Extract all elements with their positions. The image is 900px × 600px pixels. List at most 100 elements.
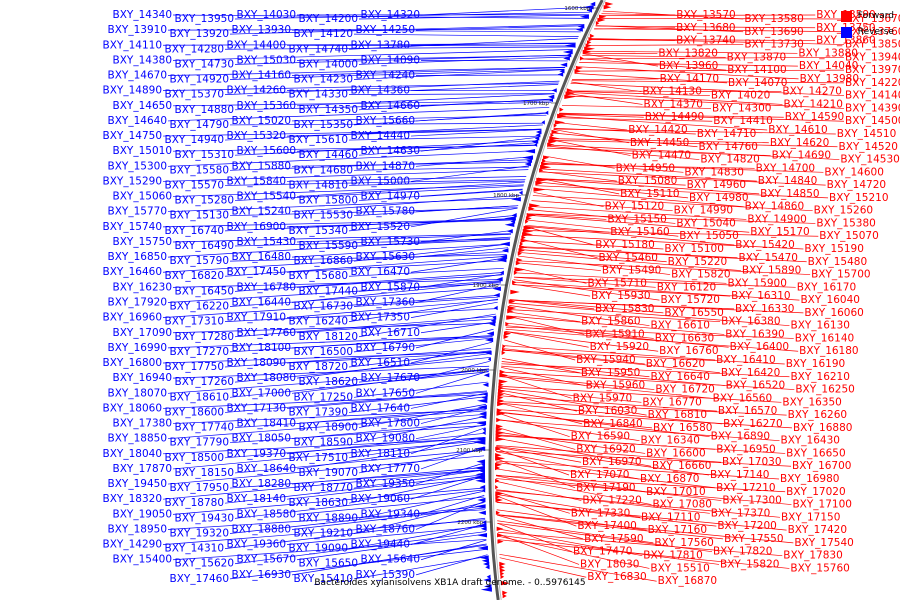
reverse-gene-label[interactable]: BXY_14260 [227, 85, 286, 97]
reverse-gene-label[interactable]: BXY_14240 [356, 70, 415, 82]
forward-gene-label[interactable]: BXY_17070 [570, 469, 629, 481]
reverse-gene-label[interactable]: BXY_15400 [113, 554, 172, 566]
forward-gene-label[interactable]: BXY_14520 [838, 141, 897, 153]
forward-gene-label[interactable]: BXY_14720 [827, 179, 886, 191]
forward-gene-label[interactable]: BXY_14490 [645, 111, 704, 123]
reverse-gene-label[interactable]: BXY_14640 [108, 115, 167, 127]
forward-gene-label[interactable]: BXY_14950 [616, 162, 675, 174]
reverse-gene-label[interactable]: BXY_18600 [165, 406, 224, 418]
forward-gene-label[interactable]: BXY_17210 [716, 482, 775, 494]
forward-gene-label[interactable]: BXY_15120 [605, 201, 664, 213]
forward-gene-label[interactable]: BXY_14610 [768, 124, 827, 136]
forward-gene-label[interactable]: BXY_14530 [840, 154, 899, 166]
forward-gene-label[interactable]: BXY_15160 [610, 226, 669, 238]
reverse-gene-label[interactable]: BXY_15660 [356, 115, 415, 127]
forward-gene-label[interactable]: BXY_14070 [728, 77, 787, 89]
forward-gene-label[interactable]: BXY_15100 [664, 243, 723, 255]
forward-gene-label[interactable]: BXY_13670 [845, 13, 900, 25]
forward-gene-label[interactable]: BXY_15700 [811, 269, 870, 281]
forward-gene-label[interactable]: BXY_14710 [697, 128, 756, 140]
reverse-gene-label[interactable]: BXY_17310 [165, 316, 224, 328]
reverse-gene-label[interactable]: BXY_15610 [289, 134, 348, 146]
forward-gene-label[interactable]: BXY_15970 [573, 392, 632, 404]
forward-gene-label[interactable]: BXY_15860 [581, 316, 640, 328]
reverse-gene-label[interactable]: BXY_14660 [361, 100, 420, 112]
forward-gene-label[interactable]: BXY_14410 [713, 115, 772, 127]
reverse-gene-label[interactable]: BXY_15340 [289, 225, 348, 237]
reverse-gene-label[interactable]: BXY_15310 [175, 149, 234, 161]
forward-gene-label[interactable]: BXY_13860 [816, 35, 875, 47]
reverse-gene-label[interactable]: BXY_18760 [356, 523, 415, 535]
forward-gene-label[interactable]: BXY_17830 [783, 550, 842, 562]
reverse-gene-label[interactable]: BXY_18900 [299, 422, 358, 434]
reverse-gene-label[interactable]: BXY_14650 [113, 100, 172, 112]
forward-gene-label[interactable]: BXY_16400 [730, 341, 789, 353]
reverse-gene-label[interactable]: BXY_15630 [356, 251, 415, 263]
reverse-gene-label[interactable]: BXY_17440 [299, 285, 358, 297]
forward-gene-label[interactable]: BXY_16380 [721, 316, 780, 328]
reverse-gene-label[interactable]: BXY_14290 [103, 539, 162, 551]
forward-gene-label[interactable]: BXY_17010 [646, 486, 705, 498]
reverse-gene-label[interactable]: BXY_18080 [237, 372, 296, 384]
forward-gene-label[interactable]: BXY_15110 [620, 188, 679, 200]
reverse-gene-label[interactable]: BXY_18770 [294, 482, 353, 494]
reverse-gene-label[interactable]: BXY_15670 [237, 554, 296, 566]
forward-gene-label[interactable]: BXY_15910 [585, 328, 644, 340]
reverse-gene-label[interactable]: BXY_17130 [227, 402, 286, 414]
forward-gene-label[interactable]: BXY_13570 [676, 9, 735, 21]
reverse-gene-label[interactable]: BXY_17260 [175, 376, 234, 388]
reverse-gene-label[interactable]: BXY_17390 [289, 406, 348, 418]
forward-gene-label[interactable]: BXY_13850 [845, 39, 900, 51]
reverse-gene-label[interactable]: BXY_15360 [237, 100, 296, 112]
forward-gene-label[interactable]: BXY_14820 [700, 154, 759, 166]
forward-gene-label[interactable]: BXY_14220 [845, 77, 900, 89]
reverse-gene-label[interactable]: BXY_16940 [113, 372, 172, 384]
reverse-gene-label[interactable]: BXY_13950 [175, 13, 234, 25]
forward-gene-label[interactable]: BXY_17220 [582, 495, 641, 507]
forward-gene-label[interactable]: BXY_14130 [642, 86, 701, 98]
reverse-gene-label[interactable]: BXY_15300 [108, 160, 167, 172]
forward-gene-label[interactable]: BXY_18030 [580, 558, 639, 570]
reverse-gene-label[interactable]: BXY_15370 [165, 89, 224, 101]
forward-gene-label[interactable]: BXY_16950 [716, 443, 775, 455]
forward-gene-label[interactable]: BXY_15380 [816, 217, 875, 229]
forward-gene-label[interactable]: BXY_17820 [713, 546, 772, 558]
reverse-gene-label[interactable]: BXY_14400 [227, 39, 286, 51]
forward-gene-label[interactable]: BXY_14100 [727, 64, 786, 76]
reverse-gene-label[interactable]: BXY_15870 [361, 281, 420, 293]
forward-gene-label[interactable]: BXY_17420 [788, 524, 847, 536]
forward-gene-label[interactable]: BXY_15150 [607, 213, 666, 225]
reverse-gene-label[interactable]: BXY_14230 [294, 74, 353, 86]
reverse-gene-label[interactable]: BXY_14250 [356, 24, 415, 36]
reverse-gene-label[interactable]: BXY_13930 [232, 24, 291, 36]
forward-gene-label[interactable]: BXY_17370 [711, 507, 770, 519]
reverse-gene-label[interactable]: BXY_16230 [113, 281, 172, 293]
forward-gene-label[interactable]: BXY_17140 [710, 469, 769, 481]
reverse-gene-label[interactable]: BXY_18890 [299, 512, 358, 524]
reverse-gene-label[interactable]: BXY_15290 [103, 175, 162, 187]
reverse-gene-label[interactable]: BXY_15590 [299, 240, 358, 252]
forward-gene-label[interactable]: BXY_14500 [845, 115, 900, 127]
forward-gene-label[interactable]: BXY_15460 [599, 252, 658, 264]
reverse-gene-label[interactable]: BXY_14120 [294, 28, 353, 40]
forward-gene-label[interactable]: BXY_14860 [745, 201, 804, 213]
reverse-gene-label[interactable]: BXY_14110 [103, 39, 162, 51]
reverse-gene-label[interactable]: BXY_17360 [356, 297, 415, 309]
forward-gene-label[interactable]: BXY_16600 [646, 447, 705, 459]
reverse-gene-label[interactable]: BXY_16450 [175, 285, 234, 297]
forward-gene-label[interactable]: BXY_16810 [648, 409, 707, 421]
reverse-gene-label[interactable]: BXY_14730 [175, 58, 234, 70]
reverse-gene-label[interactable]: BXY_16480 [232, 251, 291, 263]
reverse-gene-label[interactable]: BXY_16820 [165, 270, 224, 282]
reverse-gene-label[interactable]: BXY_16240 [289, 316, 348, 328]
forward-gene-label[interactable]: BXY_16310 [731, 290, 790, 302]
reverse-gene-label[interactable]: BXY_14350 [299, 104, 358, 116]
forward-gene-label[interactable]: BXY_15170 [750, 226, 809, 238]
forward-gene-label[interactable]: BXY_14690 [772, 150, 831, 162]
reverse-gene-label[interactable]: BXY_15570 [165, 179, 224, 191]
reverse-gene-label[interactable]: BXY_19320 [170, 527, 229, 539]
reverse-gene-label[interactable]: BXY_15240 [232, 206, 291, 218]
forward-gene-label[interactable]: BXY_17160 [648, 524, 707, 536]
reverse-gene-label[interactable]: BXY_14360 [351, 85, 410, 97]
reverse-gene-label[interactable]: BXY_17670 [361, 372, 420, 384]
